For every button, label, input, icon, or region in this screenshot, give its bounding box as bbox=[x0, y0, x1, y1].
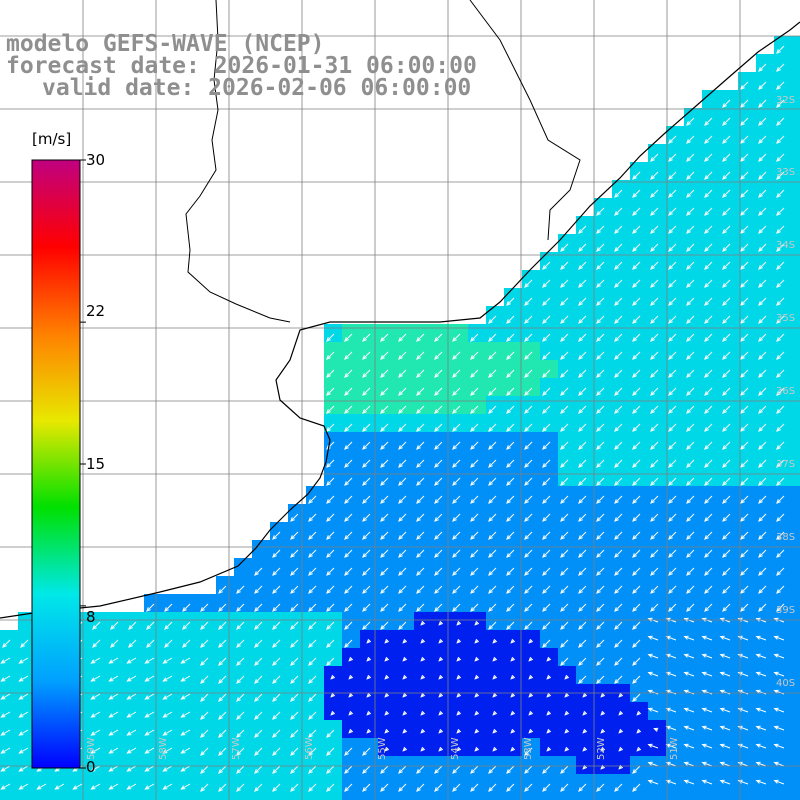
model-title: modelo GEFS-WAVE (NCEP) bbox=[6, 31, 325, 57]
lat-label-32s: 32S bbox=[776, 95, 796, 106]
lon-label-59w: 59W bbox=[86, 737, 97, 760]
lon-label-55w: 55W bbox=[377, 737, 388, 760]
wind-speed-field bbox=[0, 36, 800, 800]
lon-label-53w: 53W bbox=[523, 737, 534, 760]
lon-label-51w: 51W bbox=[669, 737, 680, 760]
valid-date: valid date: 2026-02-06 06:00:00 bbox=[42, 75, 472, 101]
lat-label-40s: 40S bbox=[776, 678, 796, 689]
colorbar-tick-30: 30 bbox=[86, 151, 106, 169]
colorbar bbox=[31, 159, 86, 769]
colorbar-tick-15: 15 bbox=[86, 455, 106, 473]
wind-vector-arrows bbox=[0, 45, 785, 792]
lat-label-33s: 33S bbox=[776, 167, 796, 178]
colorbar-unit-label: [m/s] bbox=[32, 130, 72, 148]
forecast-date: forecast date: 2026-01-31 06:00:00 bbox=[6, 53, 477, 79]
lon-label-52w: 52W bbox=[596, 737, 607, 760]
lon-label-58w: 58W bbox=[158, 737, 169, 760]
lat-label-34s: 34S bbox=[776, 240, 796, 251]
coastline bbox=[0, 0, 800, 619]
lat-label-39s: 39S bbox=[776, 605, 796, 616]
colorbar-tick-8: 8 bbox=[86, 608, 96, 626]
lon-label-56w: 56W bbox=[304, 737, 315, 760]
lat-label-36s: 36S bbox=[776, 386, 796, 397]
colorbar-tick-22: 22 bbox=[86, 302, 106, 320]
lon-label-57w: 57W bbox=[231, 737, 242, 760]
lon-label-54w: 54W bbox=[450, 737, 461, 760]
lat-label-35s: 35S bbox=[776, 313, 796, 324]
lat-label-38s: 38S bbox=[776, 532, 796, 543]
colorbar-tick-0: 0 bbox=[86, 758, 96, 776]
lat-label-37s: 37S bbox=[776, 459, 796, 470]
